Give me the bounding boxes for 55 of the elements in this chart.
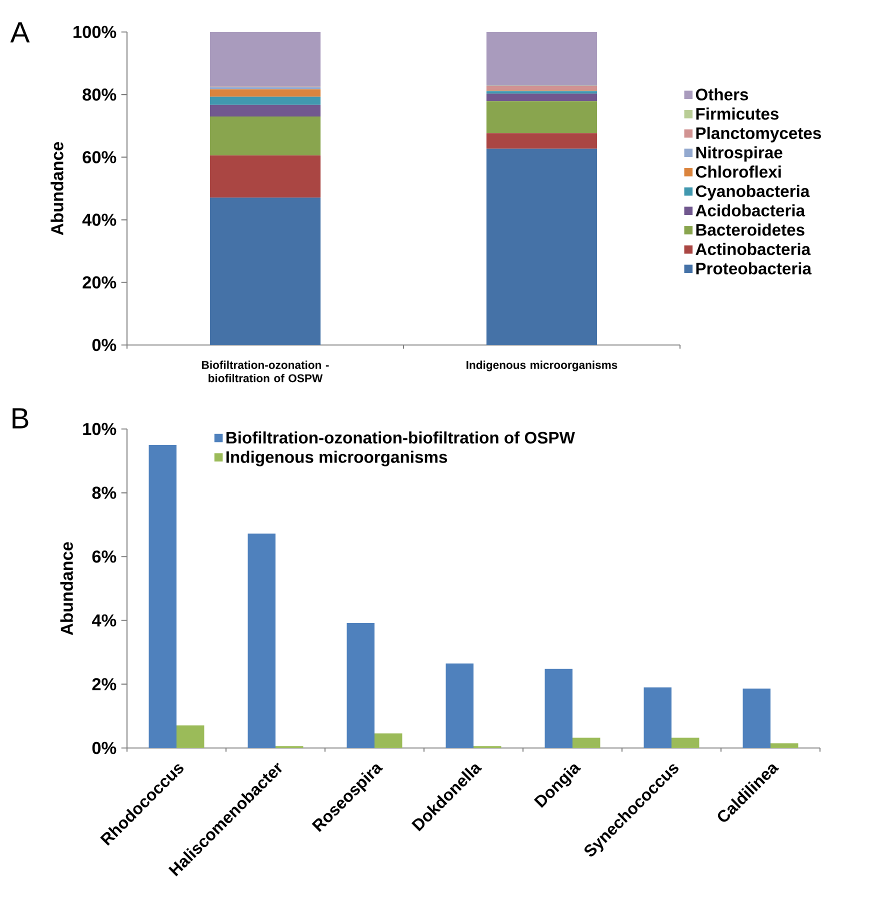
bar [486,94,598,102]
legend-label: Chloroflexi [696,166,781,178]
legend-label: Bacteroidetes [696,224,804,236]
y-tick-label: 10% [83,422,116,436]
legend-label: Others [696,88,748,100]
y-tick-label: 8% [92,486,116,499]
bar [486,91,598,94]
bar [210,89,321,97]
bar [486,86,598,90]
y-tick-label: 20% [82,276,116,289]
y-tick-label: 80% [82,88,116,101]
bar [572,738,600,748]
bar [210,32,321,86]
bar [346,622,374,748]
legend-label: Indigenous microorganisms [226,450,448,466]
bar [210,155,321,198]
bar [770,743,798,748]
bar [742,688,770,748]
x-tick-label: Biofiltration-ozonation -biofiltration of OSPW [202,360,329,382]
legend-label: Firmicutes [696,108,779,120]
bar [210,116,321,156]
text: A [10,22,30,42]
bar [544,668,572,748]
bar [148,444,176,748]
legend-label: Nitrospirae [696,146,782,162]
legend-label: Actinobacteria [696,242,811,256]
y-tick-label: 6% [92,550,116,563]
bar [176,725,204,748]
legend-label: Acidobacteria [696,204,806,216]
legend-label: Biofiltration-ozonation-biofiltration of OSPW [226,431,575,444]
bar [671,738,700,748]
bar [210,104,321,116]
y-axis-title: Abundance [60,542,73,636]
y-axis-title: Abundance [50,142,64,236]
y-tick-label: 40% [82,214,116,226]
legend-label: Cyanobacteria [696,184,810,200]
bar [248,534,276,748]
y-tick-label: 0% [92,338,116,352]
bar [486,101,598,134]
y-tick-label: 60% [82,151,116,164]
bar [210,96,321,105]
legend-label: Planctomycetes [696,126,821,142]
bar [486,133,598,149]
y-tick-label: 0% [92,742,116,754]
text: B [12,408,28,428]
y-tick-label: 100% [74,26,116,38]
bar [446,663,474,748]
y-tick-label: 2% [92,678,116,690]
legend-label: Proteobacteria [696,262,812,274]
bar [486,148,598,345]
bar [210,198,321,345]
bar [374,733,402,748]
y-tick-label: 4% [92,614,116,626]
bar [486,32,598,86]
bar [644,687,672,748]
